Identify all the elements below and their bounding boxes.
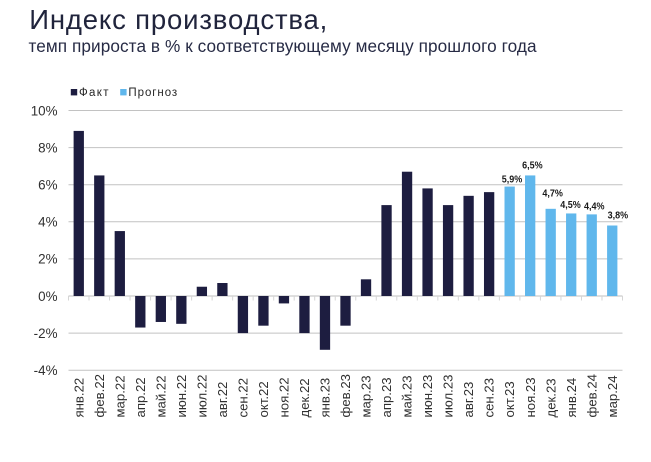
svg-text:апр.23: апр.23 <box>379 377 394 417</box>
svg-text:дек.22: дек.22 <box>297 378 312 417</box>
svg-text:4,4%: 4,4% <box>584 201 605 212</box>
svg-text:5,9%: 5,9% <box>502 175 523 186</box>
svg-text:ноя.23: ноя.23 <box>523 377 538 417</box>
svg-text:6%: 6% <box>38 178 57 193</box>
svg-text:0%: 0% <box>38 289 57 304</box>
svg-text:май.22: май.22 <box>153 375 168 417</box>
svg-text:-4%: -4% <box>34 363 58 378</box>
svg-text:сен.23: сен.23 <box>482 378 497 418</box>
svg-text:4,5%: 4,5% <box>560 200 581 211</box>
svg-text:2%: 2% <box>38 252 57 267</box>
svg-text:мар.22: мар.22 <box>112 375 127 417</box>
svg-text:фев.24: фев.24 <box>584 374 599 418</box>
svg-text:Индекс производства,: Индекс производства, <box>29 4 327 35</box>
svg-text:мар.23: мар.23 <box>359 375 374 417</box>
svg-text:июл.22: июл.22 <box>195 375 210 418</box>
svg-text:июн.22: июн.22 <box>174 375 189 418</box>
svg-text:3,8%: 3,8% <box>608 211 629 222</box>
svg-text:июл.23: июл.23 <box>441 375 456 418</box>
svg-text:6,5%: 6,5% <box>522 160 543 171</box>
svg-text:окт.23: окт.23 <box>502 381 517 417</box>
svg-text:янв.24: янв.24 <box>564 378 579 418</box>
svg-text:авг.23: авг.23 <box>461 382 476 418</box>
svg-text:фев.23: фев.23 <box>338 374 353 418</box>
svg-text:ноя.22: ноя.22 <box>277 377 292 417</box>
svg-text:мар.24: мар.24 <box>605 375 620 417</box>
svg-text:дек.23: дек.23 <box>543 378 558 417</box>
svg-text:-2%: -2% <box>34 326 58 341</box>
svg-text:8%: 8% <box>38 140 57 155</box>
svg-text:май.23: май.23 <box>400 375 415 417</box>
svg-text:июн.23: июн.23 <box>420 375 435 418</box>
svg-text:сен.22: сен.22 <box>236 378 251 418</box>
svg-text:темп прироста в % к соответств: темп прироста в % к соответствующему мес… <box>29 36 537 56</box>
svg-text:окт.22: окт.22 <box>256 381 271 417</box>
svg-text:Прогноз: Прогноз <box>128 87 177 99</box>
svg-text:Факт: Факт <box>79 87 109 99</box>
svg-text:10%: 10% <box>31 103 58 118</box>
svg-text:янв.22: янв.22 <box>71 378 86 418</box>
svg-text:фев.22: фев.22 <box>92 374 107 418</box>
svg-text:4%: 4% <box>38 215 57 230</box>
svg-text:авг.22: авг.22 <box>215 382 230 418</box>
svg-text:4,7%: 4,7% <box>542 189 563 200</box>
svg-text:апр.22: апр.22 <box>133 377 148 417</box>
svg-text:янв.23: янв.23 <box>318 378 333 418</box>
